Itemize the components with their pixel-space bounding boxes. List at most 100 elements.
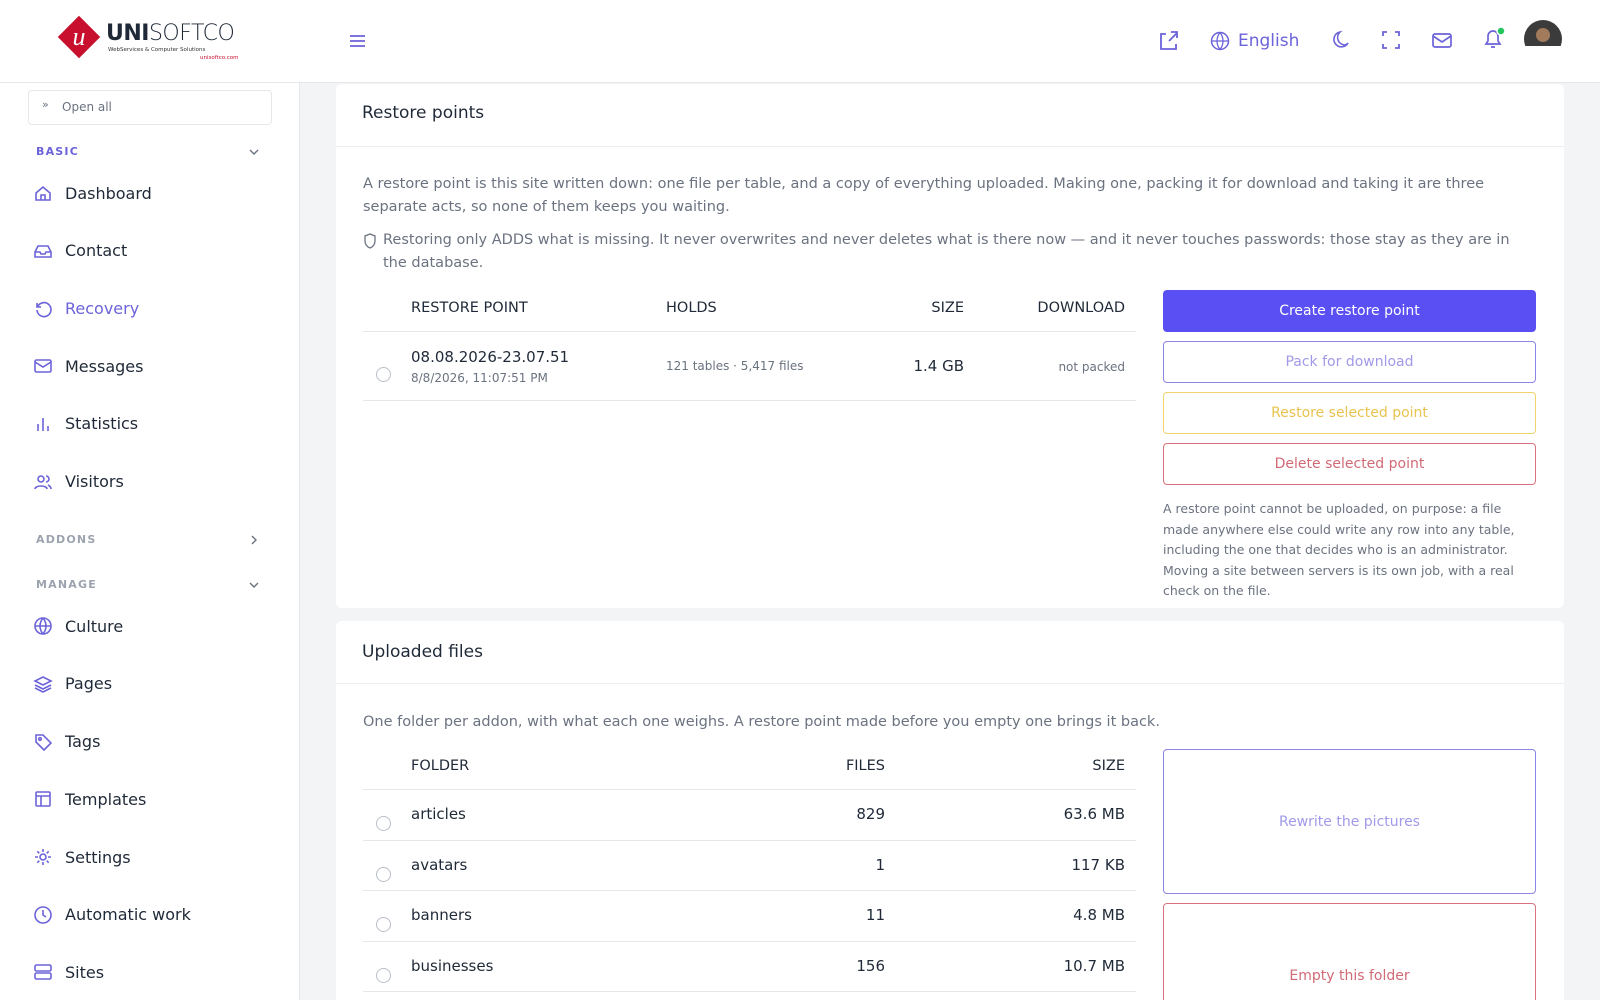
- nav-label: Sites: [65, 962, 105, 982]
- row-select[interactable]: [376, 866, 391, 882]
- nav-item[interactable]: Tags: [33, 732, 100, 752]
- point-holds: 121 tables · 5,417 files: [666, 359, 804, 373]
- section-chevron[interactable]: [248, 146, 260, 158]
- nav-item[interactable]: Dashboard: [33, 183, 152, 203]
- column-header: FILES: [845, 758, 885, 774]
- open-all[interactable]: » Open all: [28, 90, 272, 125]
- row-line: [363, 991, 1136, 992]
- top-bar: u UNISOFTCO WebServices & Computer Solut…: [0, 0, 1600, 83]
- rewrite-button[interactable]: Rewrite the pictures: [1163, 749, 1536, 894]
- avatar[interactable]: [1524, 20, 1562, 46]
- notice: A restore point cannot be uploaded, on p…: [1163, 501, 1515, 598]
- card-title: Restore points: [362, 103, 485, 123]
- notifications[interactable]: [1481, 24, 1507, 50]
- sidebar: » Open all BASIC Dashboard Contact Recovery M…: [0, 83, 300, 1000]
- nav-icon: [35, 733, 53, 751]
- column-header: HOLDS: [666, 300, 717, 316]
- language: English: [1238, 31, 1300, 51]
- nav-icon: [35, 849, 51, 865]
- nav-label: Messages: [65, 356, 144, 376]
- brand-bold: UNI: [106, 21, 149, 46]
- nav-item[interactable]: Visitors: [33, 472, 124, 492]
- pack-button[interactable]: Pack for download: [1163, 341, 1536, 383]
- dark-mode[interactable]: [1330, 28, 1352, 54]
- nav-item[interactable]: Culture: [33, 616, 123, 636]
- point-size: 1.4 GB: [913, 357, 964, 375]
- nav-item[interactable]: Automatic work: [33, 905, 191, 925]
- column-header: SIZE: [1092, 758, 1125, 774]
- nav-item[interactable]: Sites: [33, 962, 104, 982]
- logo-mark: u: [57, 15, 101, 59]
- row-line: [363, 400, 1136, 401]
- nav-icon: [34, 617, 52, 635]
- row-select[interactable]: [376, 967, 391, 983]
- restore-button[interactable]: Restore selected point: [1163, 392, 1536, 434]
- nav-label: Pages: [65, 674, 113, 694]
- section-title: MANAGE: [36, 578, 97, 592]
- create-button[interactable]: Create restore point: [1163, 290, 1536, 332]
- fullscreen[interactable]: [1380, 28, 1402, 54]
- shield-icon: [364, 233, 376, 249]
- section-heading[interactable]: ADDONS: [36, 533, 96, 546]
- messages-icon[interactable]: [1431, 28, 1453, 54]
- nav-icon: [37, 417, 49, 431]
- open-site[interactable]: [1157, 28, 1179, 54]
- nav-label: Statistics: [65, 414, 139, 434]
- section-heading[interactable]: MANAGE: [36, 578, 97, 591]
- nav-item[interactable]: Statistics: [33, 414, 138, 434]
- open-all-label: Open all: [62, 100, 112, 114]
- section-title: ADDONS: [36, 533, 97, 547]
- nav-icon: [35, 791, 51, 808]
- section-chevron[interactable]: [248, 534, 260, 546]
- nav-label: Recovery: [65, 298, 140, 318]
- folder-name: avatars: [411, 855, 468, 874]
- language-switch[interactable]: English: [1210, 28, 1299, 54]
- logo[interactable]: u UNISOFTCO WebServices & Computer Solut…: [56, 14, 246, 64]
- nav-item[interactable]: Contact: [33, 241, 127, 261]
- nav-item[interactable]: Settings: [33, 847, 131, 867]
- row-line: [363, 940, 1136, 942]
- nav-icon: [34, 964, 52, 981]
- intro: A restore point is this site written dow…: [363, 176, 1485, 215]
- logo-url: unisoftco.com: [200, 55, 239, 61]
- folder-files: 1: [875, 855, 885, 874]
- folder-size: 4.8 MB: [1073, 906, 1125, 924]
- nav-icon: [34, 474, 52, 489]
- brand-light: SOFTCO: [148, 21, 235, 46]
- nav-label: Visitors: [65, 472, 124, 491]
- nav-label: Templates: [65, 789, 147, 809]
- section-heading[interactable]: BASIC: [36, 145, 79, 158]
- column-header: SIZE: [931, 300, 964, 316]
- section-title: BASIC: [36, 145, 79, 158]
- nav-label: Automatic work: [65, 905, 191, 925]
- nav-icon: [34, 244, 52, 258]
- globe-icon: [1210, 31, 1230, 51]
- nav-label: Settings: [65, 847, 131, 867]
- nav-item[interactable]: Pages: [33, 674, 112, 694]
- row-select[interactable]: [376, 917, 391, 932]
- row-line: [363, 890, 1136, 891]
- empty-button[interactable]: Empty this folder: [1163, 903, 1536, 1000]
- nav-item[interactable]: Templates: [33, 789, 146, 809]
- nav-label: Tags: [65, 732, 101, 752]
- uploaded-files-card: Uploaded files One folder per addon, wit…: [336, 621, 1564, 1000]
- folder-size: 117 KB: [1071, 855, 1125, 874]
- delete-button[interactable]: Delete selected point: [1163, 443, 1536, 485]
- row-select[interactable]: [376, 816, 391, 831]
- nav-icon: [34, 359, 52, 373]
- folder-size: 10.7 MB: [1063, 956, 1125, 975]
- intro: One folder per addon, with what each one…: [363, 714, 1160, 730]
- note: Restoring only ADDS what is missing. It …: [363, 229, 1533, 275]
- nav-item[interactable]: Recovery: [33, 298, 139, 318]
- row-select[interactable]: [376, 367, 391, 382]
- section-chevron[interactable]: [248, 579, 260, 591]
- row-line: [363, 331, 1136, 332]
- column-header: RESTORE POINT: [411, 300, 528, 316]
- folder-name: articles: [411, 805, 466, 823]
- card-title: Uploaded files: [362, 642, 483, 662]
- nav-label: Culture: [65, 616, 124, 636]
- menu-toggle[interactable]: [348, 28, 368, 54]
- nav-item[interactable]: Messages: [33, 356, 143, 376]
- tagline: WebServices & Computer Solutions: [108, 47, 206, 53]
